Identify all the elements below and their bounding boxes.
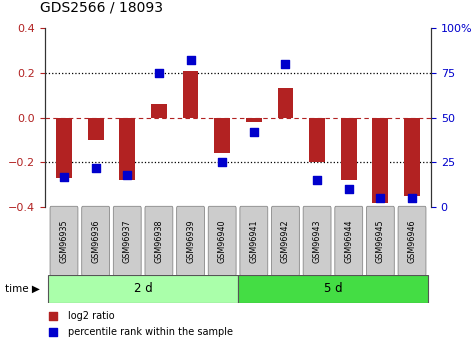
FancyBboxPatch shape bbox=[208, 206, 236, 276]
FancyBboxPatch shape bbox=[82, 206, 110, 276]
FancyBboxPatch shape bbox=[272, 206, 299, 276]
Point bbox=[282, 61, 289, 67]
Text: GSM96936: GSM96936 bbox=[91, 219, 100, 263]
Bar bbox=[246, 118, 262, 122]
Text: GSM96942: GSM96942 bbox=[281, 219, 290, 263]
Text: 2 d: 2 d bbox=[134, 283, 152, 296]
FancyBboxPatch shape bbox=[367, 206, 394, 276]
FancyBboxPatch shape bbox=[303, 206, 331, 276]
Point bbox=[155, 70, 163, 76]
Text: GSM96939: GSM96939 bbox=[186, 219, 195, 263]
Text: GSM96943: GSM96943 bbox=[313, 219, 322, 263]
FancyBboxPatch shape bbox=[176, 206, 204, 276]
Point bbox=[408, 195, 416, 201]
Text: GSM96945: GSM96945 bbox=[376, 219, 385, 263]
Bar bbox=[119, 118, 135, 180]
Point bbox=[250, 129, 258, 135]
Point bbox=[219, 159, 226, 165]
Bar bbox=[372, 118, 388, 203]
Text: GSM96946: GSM96946 bbox=[408, 219, 417, 263]
Point bbox=[345, 186, 352, 192]
Bar bbox=[56, 118, 72, 178]
Point bbox=[305, 232, 312, 237]
Bar bbox=[238, 275, 428, 303]
Bar bbox=[88, 118, 104, 140]
FancyBboxPatch shape bbox=[398, 206, 426, 276]
Text: GSM96935: GSM96935 bbox=[60, 219, 69, 263]
FancyBboxPatch shape bbox=[145, 206, 173, 276]
Point bbox=[377, 195, 384, 201]
Point bbox=[60, 174, 68, 179]
FancyBboxPatch shape bbox=[50, 206, 78, 276]
Bar bbox=[309, 118, 325, 162]
FancyBboxPatch shape bbox=[114, 206, 141, 276]
Text: GSM96937: GSM96937 bbox=[123, 219, 132, 263]
Bar bbox=[151, 104, 167, 118]
Point bbox=[187, 58, 194, 63]
FancyBboxPatch shape bbox=[335, 206, 363, 276]
Bar bbox=[183, 70, 199, 118]
Text: GSM96940: GSM96940 bbox=[218, 219, 227, 263]
Bar bbox=[341, 118, 357, 180]
Bar bbox=[48, 275, 238, 303]
Text: GDS2566 / 18093: GDS2566 / 18093 bbox=[40, 0, 163, 14]
Text: percentile rank within the sample: percentile rank within the sample bbox=[68, 327, 233, 337]
Text: 5 d: 5 d bbox=[324, 283, 342, 296]
Text: time ▶: time ▶ bbox=[5, 284, 40, 294]
Text: GSM96941: GSM96941 bbox=[249, 219, 258, 263]
Text: GSM96938: GSM96938 bbox=[154, 219, 163, 263]
Bar bbox=[214, 118, 230, 153]
Text: GSM96944: GSM96944 bbox=[344, 219, 353, 263]
FancyBboxPatch shape bbox=[240, 206, 268, 276]
Point bbox=[305, 91, 312, 97]
Point bbox=[92, 165, 99, 170]
Bar bbox=[404, 118, 420, 196]
Point bbox=[123, 172, 131, 178]
Bar bbox=[278, 88, 293, 118]
Point bbox=[313, 177, 321, 183]
Text: log2 ratio: log2 ratio bbox=[68, 311, 115, 321]
